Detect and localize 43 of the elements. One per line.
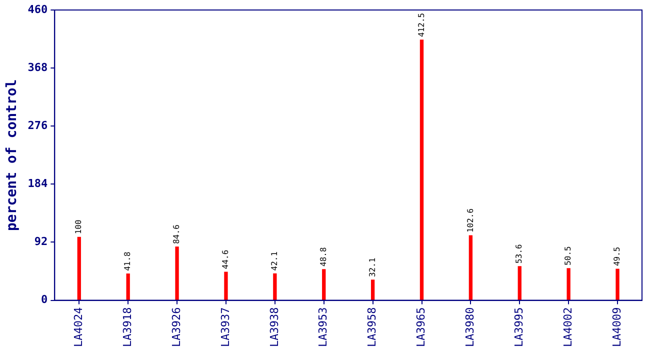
bar: [77, 236, 81, 300]
x-tick-label: LA4024: [72, 306, 85, 348]
y-axis-title: percent of control: [4, 79, 20, 231]
data-label: 50.5: [564, 246, 573, 266]
bar: [322, 269, 326, 300]
x-tick-label: LA3965: [414, 307, 428, 348]
data-label: 44.6: [221, 250, 230, 270]
data-label: 41.8: [123, 251, 132, 271]
x-tick-label: LA3938: [268, 307, 281, 348]
bar: [468, 235, 473, 300]
bar: [370, 280, 375, 300]
x-tick-label: LA3937: [218, 307, 232, 348]
x-tick-label: LA3926: [170, 307, 183, 348]
x-tick-label: LA3958: [366, 307, 379, 348]
bar: [518, 266, 522, 300]
bar: [224, 272, 228, 300]
data-label: 53.6: [514, 244, 524, 264]
data-label: 49.5: [612, 246, 622, 266]
x-tick-label: LA3953: [316, 307, 330, 348]
data-label: 32.1: [368, 258, 377, 278]
y-tick-label: 0: [41, 293, 48, 306]
y-tick-label: 368: [28, 60, 48, 74]
x-tick-label: LA3980: [464, 307, 477, 348]
x-tick-label: LA3995: [512, 307, 526, 348]
bar: [420, 40, 424, 300]
data-label: 42.1: [270, 251, 279, 271]
y-tick-label: 92: [34, 235, 48, 248]
bar: [616, 268, 620, 300]
x-tick-label: LA4002: [561, 307, 574, 348]
bar: [273, 273, 277, 300]
bar: [175, 246, 179, 300]
data-label: 102.6: [466, 208, 475, 233]
data-label: 48.8: [318, 247, 328, 266]
data-label: 84.6: [172, 224, 182, 244]
y-tick-label: 460: [28, 2, 48, 16]
bar: [566, 268, 570, 300]
bar: [126, 274, 130, 300]
data-label: 100: [74, 220, 84, 234]
y-tick-label: 276: [28, 118, 48, 132]
x-tick-label: LA4009: [610, 307, 624, 348]
y-tick-label: 184: [28, 177, 48, 190]
x-tick-label: LA3918: [120, 307, 134, 348]
data-label: 412.5: [416, 12, 426, 37]
